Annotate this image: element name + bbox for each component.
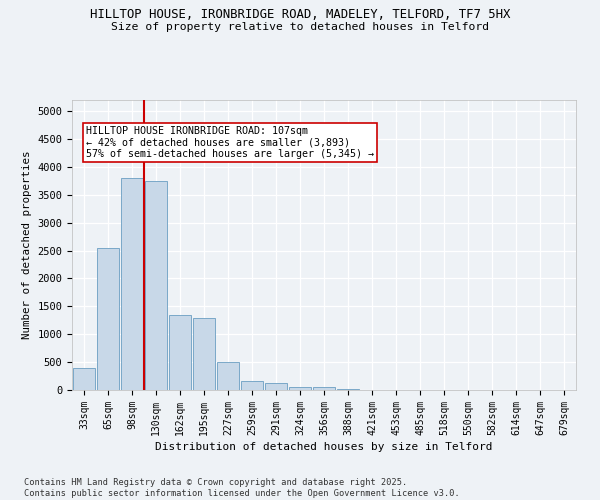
Text: Size of property relative to detached houses in Telford: Size of property relative to detached ho… bbox=[111, 22, 489, 32]
Bar bbox=[265, 383, 287, 390]
Text: HILLTOP HOUSE, IRONBRIDGE ROAD, MADELEY, TELFORD, TF7 5HX: HILLTOP HOUSE, IRONBRIDGE ROAD, MADELEY,… bbox=[90, 8, 510, 20]
Bar bbox=[241, 380, 263, 390]
Bar bbox=[145, 181, 167, 390]
Bar bbox=[217, 362, 239, 390]
Bar bbox=[73, 368, 95, 390]
Bar bbox=[169, 314, 191, 390]
Bar bbox=[289, 386, 311, 390]
Bar bbox=[313, 387, 335, 390]
Bar bbox=[97, 248, 119, 390]
Y-axis label: Number of detached properties: Number of detached properties bbox=[22, 151, 32, 340]
Text: Distribution of detached houses by size in Telford: Distribution of detached houses by size … bbox=[155, 442, 493, 452]
Bar bbox=[193, 318, 215, 390]
Text: HILLTOP HOUSE IRONBRIDGE ROAD: 107sqm
← 42% of detached houses are smaller (3,89: HILLTOP HOUSE IRONBRIDGE ROAD: 107sqm ← … bbox=[86, 126, 374, 160]
Bar bbox=[121, 178, 143, 390]
Text: Contains HM Land Registry data © Crown copyright and database right 2025.
Contai: Contains HM Land Registry data © Crown c… bbox=[24, 478, 460, 498]
